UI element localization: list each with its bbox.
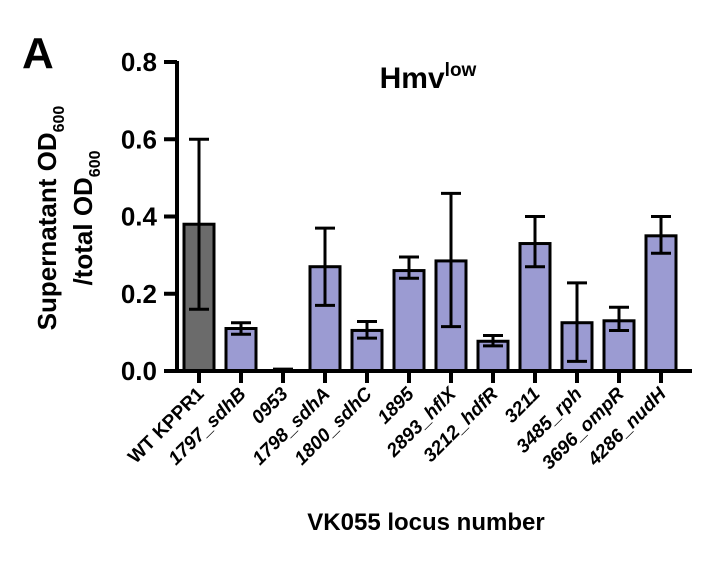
error-bar bbox=[189, 137, 209, 311]
bars-layer bbox=[182, 222, 678, 373]
axes-layer bbox=[164, 60, 692, 383]
y-tick-label: 0.2 bbox=[121, 279, 157, 309]
y-tick-label: 0.6 bbox=[121, 124, 157, 154]
error-bars-layer bbox=[189, 137, 671, 373]
bar bbox=[392, 269, 426, 373]
error-bar bbox=[231, 321, 251, 336]
svg-text:Supernatant OD600: Supernatant OD600 bbox=[32, 106, 68, 331]
error-bar bbox=[357, 320, 377, 340]
y-tick-label: 0.0 bbox=[121, 356, 157, 386]
error-bar bbox=[651, 215, 671, 255]
panel-label: A bbox=[22, 29, 54, 78]
svg-text:/total OD600: /total OD600 bbox=[68, 150, 104, 285]
chart-title: Hmvlow bbox=[380, 60, 477, 95]
y-axis-label-line1: Supernatant OD bbox=[32, 132, 62, 330]
y-axis-label-line1-sub: 600 bbox=[51, 106, 68, 133]
error-bar bbox=[567, 281, 587, 363]
error-bar bbox=[441, 191, 461, 329]
x-axis-label: VK055 locus number bbox=[307, 509, 544, 536]
error-bar bbox=[399, 255, 419, 280]
y-axis-label-line2: /total OD bbox=[68, 177, 98, 285]
error-bar bbox=[315, 226, 335, 307]
chart-title-superscript: low bbox=[445, 60, 477, 81]
error-bar bbox=[525, 215, 545, 269]
y-axis-label: Supernatant OD600 /total OD600 bbox=[32, 106, 104, 331]
bar bbox=[644, 234, 678, 373]
y-axis-label-line2-sub: 600 bbox=[87, 150, 104, 177]
y-tick-label: 0.8 bbox=[121, 47, 157, 77]
chart-title-main: Hmv bbox=[380, 62, 445, 95]
error-bar bbox=[483, 333, 503, 348]
y-tick-label: 0.4 bbox=[121, 202, 158, 232]
error-bar bbox=[609, 305, 629, 332]
